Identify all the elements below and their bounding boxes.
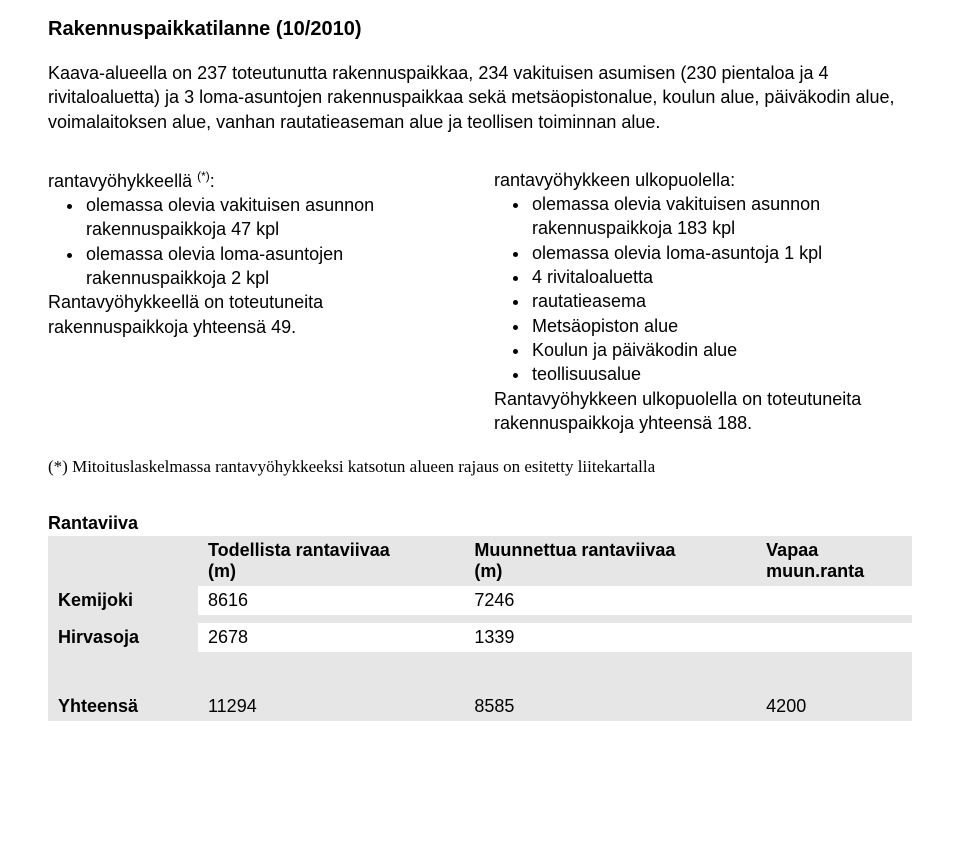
row-value <box>198 672 464 692</box>
row-value <box>464 652 756 672</box>
footnote: (*) Mitoituslaskelmassa rantavyöhykkeeks… <box>48 457 912 477</box>
row-value: 8616 <box>198 586 464 615</box>
right-column: rantavyöhykkeen ulkopuolella: olemassa o… <box>494 168 912 435</box>
list-item: olemassa olevia loma-asuntoja 1 kpl <box>530 241 912 265</box>
list-item: olemassa olevia vakituisen asunnon raken… <box>530 192 912 241</box>
row-value <box>756 672 912 692</box>
table-header-blank <box>48 536 198 586</box>
table-spacer-row <box>48 672 912 692</box>
row-value <box>464 672 756 692</box>
row-value <box>198 652 464 672</box>
right-column-heading: rantavyöhykkeen ulkopuolella: <box>494 168 912 192</box>
row-label: Kemijoki <box>48 586 198 615</box>
list-item: olemassa olevia loma-asuntojen rakennusp… <box>84 242 466 291</box>
intro-paragraph: Kaava-alueella on 237 toteutunutta raken… <box>48 61 912 134</box>
row-value: 4200 <box>756 692 912 721</box>
row-value: 7246 <box>464 586 756 615</box>
header-text: Muunnettua rantaviivaa <box>474 540 675 560</box>
left-heading-pre: rantavyöhykkeellä <box>48 171 197 191</box>
header-unit: muun.ranta <box>766 561 864 581</box>
right-bullet-list: olemassa olevia vakituisen asunnon raken… <box>494 192 912 386</box>
left-column-heading: rantavyöhykkeellä (*): <box>48 168 466 193</box>
rantaviiva-table: Todellista rantaviivaa (m) Muunnettua ra… <box>48 536 912 721</box>
row-value <box>464 615 756 623</box>
row-value: 2678 <box>198 623 464 652</box>
table-row: Hirvasoja 2678 1339 <box>48 623 912 652</box>
list-item: 4 rivitaloaluetta <box>530 265 912 289</box>
left-column-summary: Rantavyöhykkeellä on toteutuneita rakenn… <box>48 290 466 339</box>
row-label <box>48 672 198 692</box>
table-section-heading: Rantaviiva <box>48 513 912 534</box>
header-text: Vapaa <box>766 540 818 560</box>
table-header-row: Todellista rantaviivaa (m) Muunnettua ra… <box>48 536 912 586</box>
table-row: Kemijoki 8616 7246 <box>48 586 912 615</box>
left-bullet-list: olemassa olevia vakituisen asunnon raken… <box>48 193 466 290</box>
row-label: Yhteensä <box>48 692 198 721</box>
row-label: Hirvasoja <box>48 623 198 652</box>
list-item: Koulun ja päiväkodin alue <box>530 338 912 362</box>
row-value <box>756 615 912 623</box>
row-value <box>756 623 912 652</box>
list-item: Metsäopiston alue <box>530 314 912 338</box>
header-unit: (m) <box>474 561 502 581</box>
two-column-section: rantavyöhykkeellä (*): olemassa olevia v… <box>48 168 912 435</box>
table-total-row: Yhteensä 11294 8585 4200 <box>48 692 912 721</box>
left-column: rantavyöhykkeellä (*): olemassa olevia v… <box>48 168 466 435</box>
left-heading-post: : <box>210 171 215 191</box>
table-header-col1: Todellista rantaviivaa (m) <box>198 536 464 586</box>
row-value <box>756 652 912 672</box>
list-item: teollisuusalue <box>530 362 912 386</box>
header-text: Todellista rantaviivaa <box>208 540 390 560</box>
row-label <box>48 652 198 672</box>
table-spacer-row <box>48 652 912 672</box>
row-value <box>198 615 464 623</box>
right-column-summary: Rantavyöhykkeen ulkopuolella on toteutun… <box>494 387 912 436</box>
row-value: 1339 <box>464 623 756 652</box>
table-spacer-row <box>48 615 912 623</box>
document-page: Rakennuspaikkatilanne (10/2010) Kaava-al… <box>0 0 960 751</box>
row-value: 11294 <box>198 692 464 721</box>
page-title: Rakennuspaikkatilanne (10/2010) <box>48 18 912 41</box>
table-header-col3: Vapaa muun.ranta <box>756 536 912 586</box>
list-item: olemassa olevia vakituisen asunnon raken… <box>84 193 466 242</box>
row-label <box>48 615 198 623</box>
header-unit: (m) <box>208 561 236 581</box>
list-item: rautatieasema <box>530 289 912 313</box>
table-header-col2: Muunnettua rantaviivaa (m) <box>464 536 756 586</box>
left-heading-sup: (*) <box>197 169 210 183</box>
row-value: 8585 <box>464 692 756 721</box>
row-value <box>756 586 912 615</box>
